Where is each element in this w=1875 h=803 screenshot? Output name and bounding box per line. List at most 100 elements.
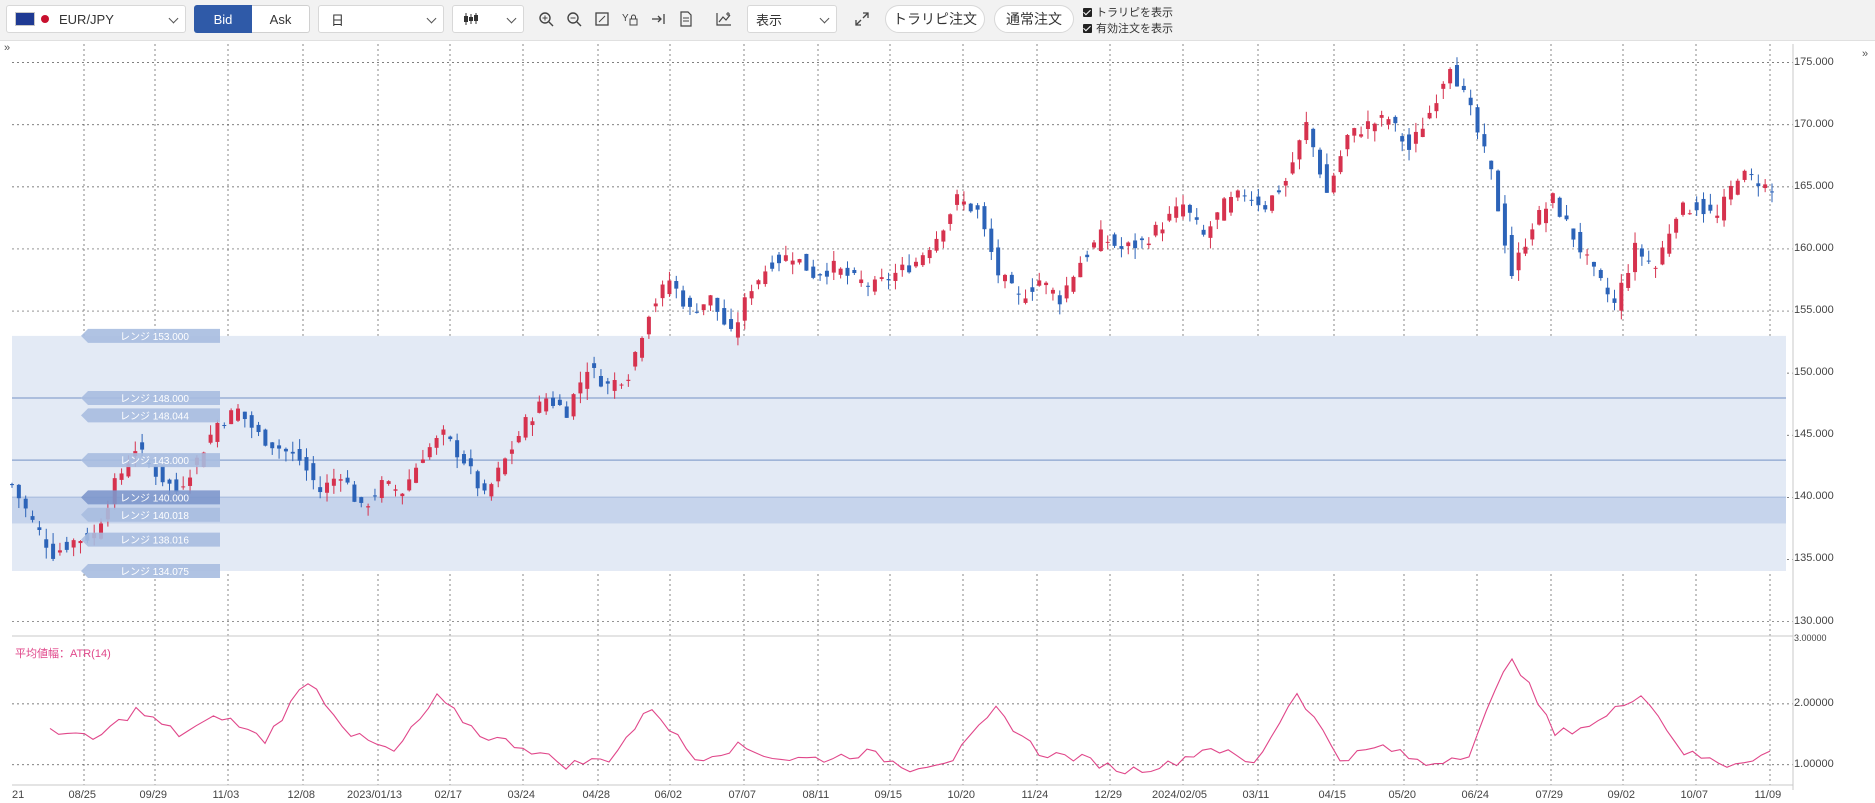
- candle: [503, 457, 508, 476]
- candle: [482, 479, 487, 495]
- candle: [1605, 277, 1610, 303]
- add-indicator-icon[interactable]: [712, 7, 736, 31]
- checkbox-checked-icon: [1083, 23, 1092, 33]
- x-tick-label: 03/11: [1242, 789, 1270, 801]
- show-trailpi-label: トラリピを表示: [1096, 7, 1173, 19]
- candle: [1297, 139, 1302, 170]
- candle: [516, 431, 521, 444]
- candle: [927, 246, 932, 264]
- candle: [1098, 220, 1103, 252]
- jump-to-latest-icon[interactable]: [646, 7, 670, 31]
- bid-button[interactable]: Bid: [194, 5, 252, 33]
- eu-flag-icon: [15, 12, 35, 26]
- candle: [475, 469, 480, 497]
- candle: [1427, 105, 1432, 120]
- candle: [1639, 244, 1644, 266]
- atr-tick-label: 1.00000: [1794, 757, 1834, 770]
- candle: [1174, 197, 1179, 223]
- candle: [1023, 289, 1028, 305]
- candle: [1619, 274, 1624, 320]
- range-tag-label: レンジ 140.018: [120, 511, 189, 522]
- expand-right-icon[interactable]: »: [1862, 48, 1869, 60]
- fullscreen-icon[interactable]: [850, 7, 874, 31]
- document-icon[interactable]: [674, 7, 698, 31]
- candle: [1564, 204, 1569, 222]
- candle: [715, 297, 720, 321]
- candle: [1276, 185, 1281, 195]
- range-tag-label: レンジ 140.000: [120, 493, 189, 504]
- candle: [338, 473, 343, 492]
- candle: [1598, 268, 1603, 281]
- normal-order-button[interactable]: 通常注文: [994, 5, 1074, 33]
- candle: [215, 419, 220, 448]
- candle: [1578, 222, 1583, 259]
- candle: [160, 465, 165, 487]
- range-tag-label: レンジ 138.016: [120, 536, 189, 547]
- candle: [44, 528, 49, 559]
- candle: [756, 279, 761, 290]
- range-tag-label: レンジ 134.075: [120, 567, 189, 578]
- candle: [838, 267, 843, 279]
- chart-type-select[interactable]: [452, 5, 524, 33]
- trailpi-order-button[interactable]: トラリピ注文: [885, 5, 985, 33]
- candle: [1612, 289, 1617, 311]
- candle: [1153, 221, 1158, 238]
- candle: [1311, 127, 1316, 157]
- candle: [434, 435, 439, 455]
- range-tag-label: レンジ 148.000: [120, 394, 189, 405]
- candle: [1256, 188, 1261, 212]
- zoom-out-icon[interactable]: [562, 7, 586, 31]
- y-axis-lock-icon[interactable]: Y: [618, 7, 642, 31]
- candle: [530, 417, 535, 436]
- display-select[interactable]: 表示: [747, 5, 837, 33]
- candle: [920, 252, 925, 267]
- candle: [879, 268, 884, 282]
- candle: [1393, 115, 1398, 132]
- candle: [1064, 276, 1069, 303]
- candle: [1119, 237, 1124, 258]
- candle: [1352, 127, 1357, 143]
- show-active-orders-checkbox[interactable]: 有効注文を表示: [1083, 20, 1173, 36]
- candle: [270, 441, 275, 455]
- x-tick-label: 04/15: [1318, 789, 1347, 801]
- x-tick-label: 09/29: [139, 789, 168, 801]
- candle: [455, 433, 460, 469]
- show-trailpi-checkbox[interactable]: トラリピを表示: [1083, 4, 1173, 20]
- period-select[interactable]: 日: [318, 5, 444, 33]
- candle: [1160, 222, 1165, 242]
- candle: [1085, 250, 1090, 262]
- candle: [297, 439, 302, 466]
- candle: [1139, 236, 1144, 249]
- candle: [1242, 189, 1247, 202]
- candle: [900, 256, 905, 277]
- zoom-in-icon[interactable]: [534, 7, 558, 31]
- candle: [1489, 160, 1494, 180]
- candle: [1365, 110, 1370, 139]
- candle: [592, 356, 597, 379]
- candle: [674, 275, 679, 299]
- candle: [1331, 172, 1336, 195]
- candle: [886, 272, 891, 290]
- candle: [852, 267, 857, 275]
- atr-top-tick-label: 3.00000: [1794, 633, 1827, 643]
- candle: [1413, 122, 1418, 153]
- range-tag: レンジ 140.018: [81, 507, 220, 522]
- range-band-dark: [12, 497, 1786, 524]
- x-tick-label: 2023/01/13: [347, 789, 403, 801]
- candle: [619, 383, 624, 389]
- range-tag: レンジ 134.075: [81, 563, 220, 578]
- candle: [78, 540, 83, 554]
- candle: [687, 295, 692, 316]
- svg-text:Y: Y: [622, 13, 629, 24]
- expand-left-icon[interactable]: »: [4, 42, 11, 54]
- symbol-select[interactable]: EUR/JPY: [6, 5, 186, 33]
- candle: [982, 202, 987, 237]
- x-tick-label: 04/28: [582, 789, 611, 801]
- ask-button[interactable]: Ask: [252, 5, 310, 33]
- candle: [372, 488, 377, 501]
- candle: [140, 433, 145, 457]
- candle: [1509, 226, 1514, 279]
- candle: [845, 261, 850, 285]
- fit-screen-icon[interactable]: [590, 7, 614, 31]
